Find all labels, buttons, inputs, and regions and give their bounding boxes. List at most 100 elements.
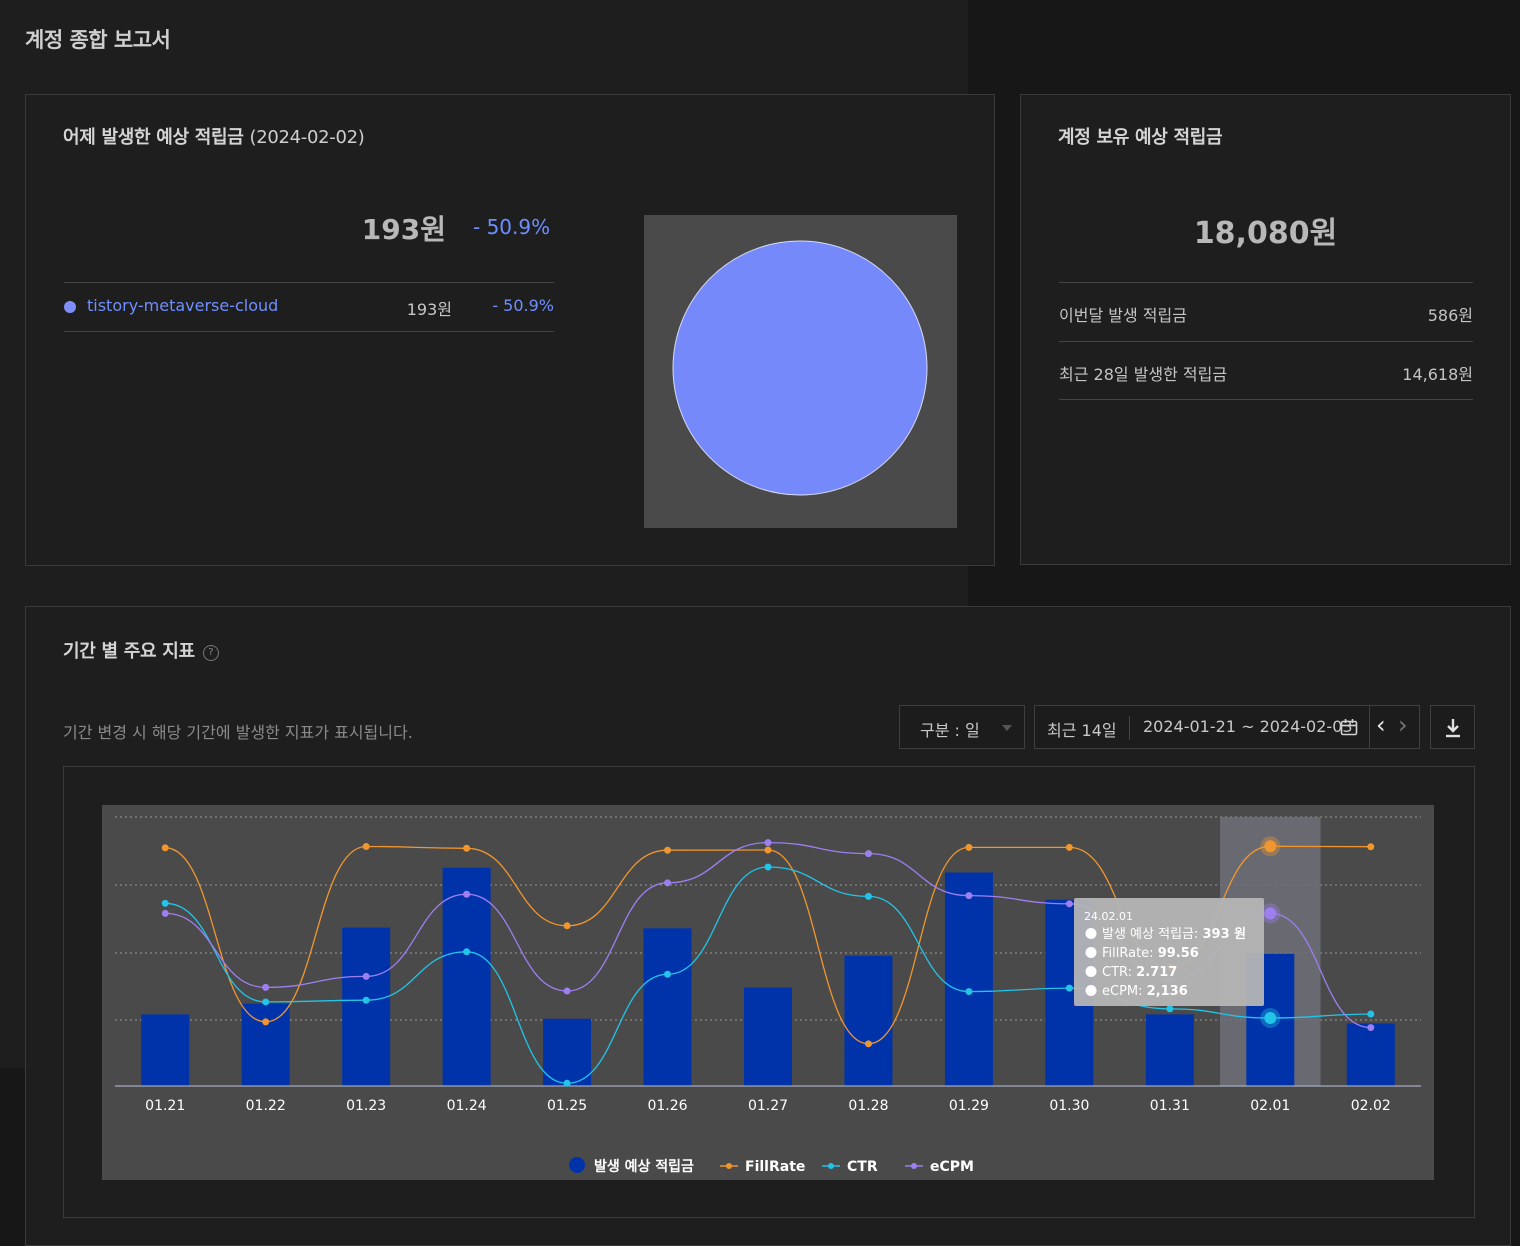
data-point[interactable] xyxy=(965,988,973,996)
bar[interactable] xyxy=(141,1014,190,1086)
data-point[interactable] xyxy=(563,987,571,995)
bar[interactable] xyxy=(944,872,993,1086)
chart-area: 01.21 01.22 01.23 01.24 01.25 01.26 01.27 01.28… xyxy=(102,805,1434,1180)
yesterday-title-text: 어제 발생한 예상 적립금 xyxy=(63,127,244,148)
data-point[interactable] xyxy=(362,972,370,980)
metrics-title-text: 기간 별 주요 지표 xyxy=(63,641,195,662)
chart-frame: 01.21 01.22 01.23 01.24 01.25 01.26 01.27 01.28… xyxy=(63,766,1475,1218)
data-point[interactable] xyxy=(262,998,270,1006)
data-point[interactable] xyxy=(1367,843,1375,851)
data-point[interactable] xyxy=(965,843,973,851)
period-hint: 기간 변경 시 해당 기간에 발생한 지표가 표시됩니다. xyxy=(63,723,413,742)
data-point[interactable] xyxy=(161,899,169,907)
data-point[interactable] xyxy=(764,839,772,847)
data-point[interactable] xyxy=(262,1018,270,1026)
date-range-picker[interactable]: 최근 14일 2024-01-21 ~ 2024-02-03 xyxy=(1034,705,1370,749)
site-row[interactable]: tistory-metaverse-cloud 193원 - 50.9% xyxy=(64,283,554,331)
yesterday-earnings-card: 어제 발생한 예상 적립금 (2024-02-02) 193원 - 50.9% … xyxy=(25,94,995,566)
data-point[interactable] xyxy=(161,844,169,852)
data-point[interactable] xyxy=(1367,1024,1375,1032)
data-point[interactable] xyxy=(864,892,872,900)
range-label[interactable]: 최근 14일 xyxy=(1047,721,1117,740)
yesterday-date: (2024-02-02) xyxy=(249,127,365,148)
tooltip-box xyxy=(1074,898,1264,1006)
data-point[interactable] xyxy=(262,983,270,991)
x-tick-label: 01.21 xyxy=(145,1098,185,1114)
prev-period-button[interactable]: ‹ xyxy=(1376,711,1386,739)
data-point[interactable] xyxy=(362,996,370,1004)
data-point[interactable] xyxy=(1065,843,1073,851)
tooltip-row: eCPM: 2,136 xyxy=(1102,984,1188,999)
page-title: 계정 종합 보고서 xyxy=(25,28,171,52)
data-point-active[interactable] xyxy=(1264,1012,1277,1025)
unit-select[interactable]: 구분 : 일 xyxy=(899,705,1025,749)
metrics-card: 기간 별 주요 지표? 기간 변경 시 해당 기간에 발생한 지표가 표시됩니다… xyxy=(25,606,1511,1246)
bar[interactable] xyxy=(844,955,893,1086)
data-point[interactable] xyxy=(362,843,370,851)
data-point[interactable] xyxy=(764,846,772,854)
x-tick-label: 01.29 xyxy=(949,1098,989,1114)
x-tick-label: 01.31 xyxy=(1150,1098,1190,1114)
balance-row-value: 14,618원 xyxy=(1402,365,1473,384)
yesterday-amount: 193원 xyxy=(361,213,446,246)
legend-item[interactable]: FillRate xyxy=(720,1159,805,1175)
line-series-ecpm xyxy=(161,839,1375,1032)
tooltip-value: 2,136 xyxy=(1147,984,1188,999)
metrics-card-title: 기간 별 주요 지표? xyxy=(63,637,219,663)
data-point[interactable] xyxy=(463,948,471,956)
legend-marker xyxy=(828,1163,834,1169)
data-point[interactable] xyxy=(1367,1010,1375,1018)
next-period-button[interactable]: › xyxy=(1398,711,1408,739)
data-point[interactable] xyxy=(161,909,169,917)
x-tick-label: 02.02 xyxy=(1351,1098,1391,1114)
legend-item[interactable]: CTR xyxy=(822,1159,878,1175)
data-point[interactable] xyxy=(965,892,973,900)
pie-slice[interactable] xyxy=(672,240,928,496)
tooltip-marker xyxy=(1085,966,1097,977)
bar[interactable] xyxy=(1346,1023,1395,1086)
bar[interactable] xyxy=(241,1003,290,1086)
bar[interactable] xyxy=(643,928,692,1086)
data-point[interactable] xyxy=(864,1040,872,1048)
bar[interactable] xyxy=(342,927,391,1086)
data-point[interactable] xyxy=(1166,1005,1174,1013)
pie-chart xyxy=(644,215,957,528)
data-point[interactable] xyxy=(664,879,672,887)
legend-item[interactable]: 발생 예상 적립금 xyxy=(569,1157,694,1175)
site-name[interactable]: tistory-metaverse-cloud xyxy=(87,296,279,315)
data-point[interactable] xyxy=(664,970,672,978)
balance-row-month: 이번달 발생 적립금 586원 xyxy=(1059,282,1473,341)
data-point-active[interactable] xyxy=(1264,907,1277,920)
data-point[interactable] xyxy=(463,890,471,898)
tooltip-row: CTR: 2.717 xyxy=(1102,965,1177,980)
download-icon xyxy=(1446,719,1460,738)
legend-label: FillRate xyxy=(745,1159,805,1175)
data-point[interactable] xyxy=(664,846,672,854)
data-point[interactable] xyxy=(864,850,872,858)
series-color-dot xyxy=(64,301,76,313)
data-point[interactable] xyxy=(463,844,471,852)
x-tick-label: 01.22 xyxy=(246,1098,286,1114)
download-button[interactable] xyxy=(1430,705,1475,749)
divider xyxy=(1059,399,1473,400)
date-range-text[interactable]: 2024-01-21 ~ 2024-02-03 xyxy=(1143,717,1353,736)
balance-card-title: 계정 보유 예상 적립금 xyxy=(1058,127,1223,148)
tooltip-value: 99.56 xyxy=(1158,946,1199,961)
help-icon[interactable]: ? xyxy=(202,645,219,661)
bar[interactable] xyxy=(744,987,792,1086)
legend-item[interactable]: eCPM xyxy=(905,1159,974,1175)
bar[interactable] xyxy=(442,867,491,1086)
balance-row-label: 최근 28일 발생한 적립금 xyxy=(1059,365,1228,384)
pie-chart-svg xyxy=(672,240,928,496)
calendar-icon[interactable] xyxy=(1340,718,1358,736)
tooltip-date: 24.02.01 xyxy=(1084,910,1133,923)
data-point[interactable] xyxy=(764,863,772,871)
balance-row-value: 586원 xyxy=(1427,306,1473,325)
bar[interactable] xyxy=(1145,1014,1194,1086)
data-point[interactable] xyxy=(1065,900,1073,908)
data-point[interactable] xyxy=(563,1079,571,1087)
data-point[interactable] xyxy=(1065,984,1073,992)
data-point-active[interactable] xyxy=(1264,840,1277,853)
data-point[interactable] xyxy=(563,922,571,930)
bar[interactable] xyxy=(543,1018,592,1086)
